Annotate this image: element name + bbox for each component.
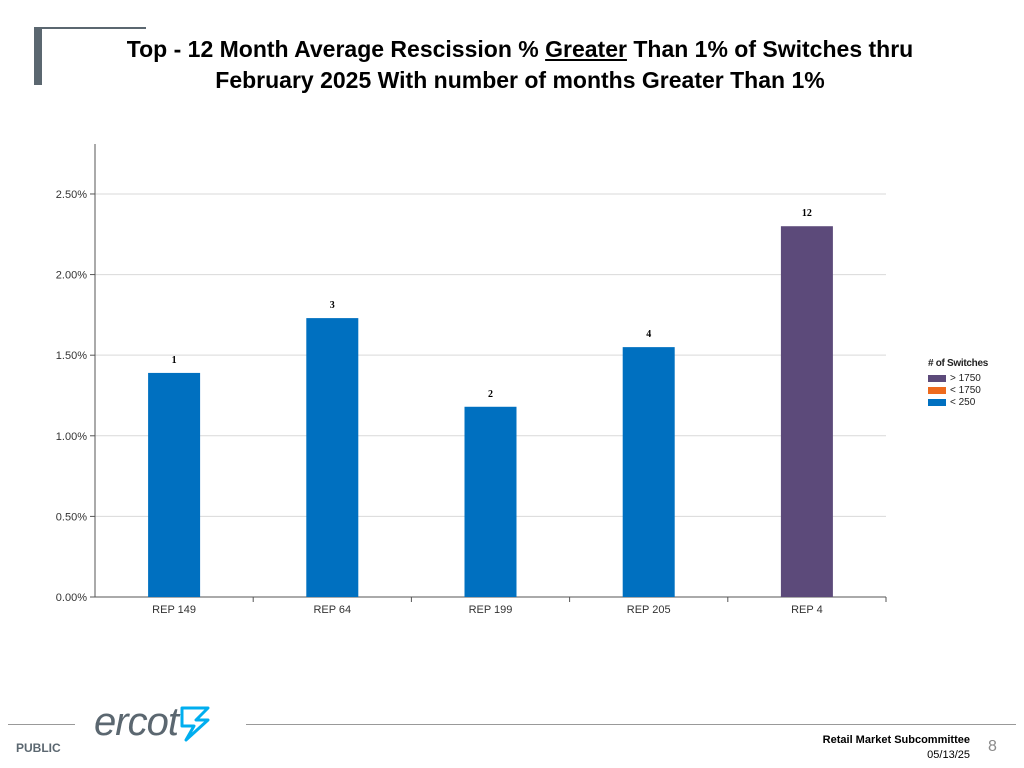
legend-title: # of Switches bbox=[928, 358, 989, 369]
y-tick-label: 2.50% bbox=[56, 189, 87, 201]
bar-rep-199 bbox=[464, 406, 517, 597]
bar-rep-4 bbox=[780, 226, 833, 597]
legend-item-lt-250: < 250 bbox=[928, 396, 988, 408]
title-part-1: Top - 12 Month Average Rescission % bbox=[126, 36, 546, 62]
x-tick-label: REP 199 bbox=[469, 604, 513, 616]
legend-label: > 1750 bbox=[950, 372, 981, 384]
chart-legend: # of Switches > 1750 < 1750 < 250 bbox=[928, 358, 988, 408]
y-tick-label: 1.50% bbox=[56, 350, 87, 362]
legend-item-lt-1750: < 1750 bbox=[928, 384, 988, 396]
bar-data-label: 2 bbox=[488, 389, 493, 400]
footer-divider-right bbox=[246, 724, 1016, 725]
classification-label: PUBLIC bbox=[16, 741, 61, 755]
y-tick-label: 0.00% bbox=[56, 592, 87, 604]
corner-accent-line bbox=[34, 27, 146, 29]
title-underlined-word: Greater bbox=[545, 36, 627, 62]
bar-data-label: 1 bbox=[172, 355, 177, 366]
y-tick-label: 1.00% bbox=[56, 431, 87, 443]
logo-wordmark: ercot bbox=[94, 700, 179, 744]
legend-label: < 250 bbox=[950, 396, 976, 408]
slide-title: Top - 12 Month Average Rescission % Grea… bbox=[80, 34, 960, 96]
legend-item-gt-1750: > 1750 bbox=[928, 372, 988, 384]
footer-divider-left bbox=[8, 724, 75, 725]
x-tick-label: REP 205 bbox=[627, 604, 671, 616]
corner-accent-bar bbox=[34, 27, 42, 85]
ercot-bolt-icon bbox=[180, 706, 210, 742]
title-part-2: Than 1% of Switches thru February 2025 W… bbox=[215, 36, 914, 93]
page-number: 8 bbox=[988, 738, 997, 755]
meeting-date: 05/13/25 bbox=[927, 749, 970, 761]
bar-data-label: 4 bbox=[646, 329, 651, 340]
bar-rep-149 bbox=[148, 372, 201, 597]
footer-committee: Retail Market Subcommittee 05/13/25 bbox=[823, 733, 970, 763]
x-tick-label: REP 149 bbox=[152, 604, 196, 616]
x-tick-label: REP 4 bbox=[791, 604, 823, 616]
legend-swatch bbox=[928, 374, 946, 382]
x-tick-label: REP 64 bbox=[313, 604, 351, 616]
committee-name: Retail Market Subcommittee bbox=[822, 734, 970, 746]
y-tick-label: 2.00% bbox=[56, 270, 87, 282]
bar-rep-64 bbox=[306, 318, 359, 597]
legend-swatch bbox=[928, 386, 946, 394]
bar-data-label: 12 bbox=[802, 208, 812, 219]
y-tick-label: 0.50% bbox=[56, 511, 87, 523]
ercot-logo: ercot bbox=[94, 698, 214, 746]
legend-label: < 1750 bbox=[950, 384, 981, 396]
legend-swatch bbox=[928, 398, 946, 406]
bar-rep-205 bbox=[622, 347, 675, 597]
bar-data-label: 3 bbox=[330, 300, 335, 311]
